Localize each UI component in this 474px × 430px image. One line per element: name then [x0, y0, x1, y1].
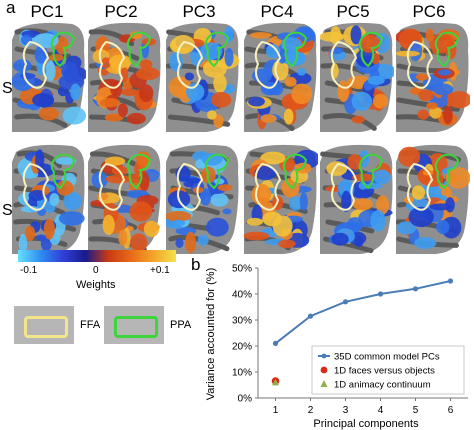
pc2-label: PC2	[104, 2, 138, 21]
pc-variance-point	[342, 299, 349, 305]
pc-variance-line	[274, 280, 451, 345]
y-tick-label: 30%	[232, 316, 252, 327]
animacy-continuum-point	[272, 378, 279, 386]
chart-legend-box	[311, 345, 465, 395]
pc-variance-point	[272, 340, 279, 346]
variance-line-chart: Variance accounted for (%) Principal com…	[205, 264, 468, 430]
brain-map-s2-pc3	[163, 142, 240, 254]
x-tick-label: 2	[308, 405, 314, 416]
brain-map-s2-pc4	[243, 142, 320, 254]
ffa-label: FFA	[80, 319, 101, 331]
brain-map-s1-pc6	[395, 20, 472, 132]
pc1-label: PC1	[30, 2, 64, 21]
x-tick-label: 3	[343, 405, 349, 416]
x-tick-label: 1	[273, 405, 279, 416]
ffa-swatch	[14, 306, 74, 344]
y-tick-label: 50%	[232, 264, 252, 275]
pc-variance-point	[412, 286, 419, 292]
brain-map-s2-pc5	[320, 142, 394, 254]
ppa-label: PPA	[170, 319, 192, 331]
legend-entry-label: 1D faces versus objects	[334, 366, 435, 377]
colorbar-gradient	[18, 250, 176, 262]
x-axis-label: Principal components	[313, 418, 419, 430]
brain-map-s1-pc2	[88, 20, 162, 132]
brain-map-s1-pc4	[244, 20, 318, 132]
pc4-label: PC4	[260, 2, 294, 21]
y-tick-label: 40%	[232, 290, 252, 301]
ffa-outline-icon	[24, 316, 68, 338]
colorbar-tick-max: +0.1	[150, 265, 170, 276]
brain-map-s1-pc3	[165, 20, 240, 132]
pc-variance-point	[377, 291, 384, 297]
pc-variance-point	[447, 278, 454, 284]
legend-animacy-marker	[320, 380, 328, 387]
y-tick-label: 10%	[232, 368, 252, 379]
panel-b-letter: b	[191, 255, 201, 274]
legend-entry-label: 1D animacy continuum	[334, 380, 431, 391]
pc3-label: PC3	[182, 2, 216, 21]
colorbar-tick-zero: 0	[93, 265, 99, 276]
legend-entry-label: 35D common model PCs	[334, 352, 440, 363]
colorbar-tick-min: -0.1	[20, 265, 38, 276]
brain-map-s2-pc6	[395, 142, 471, 254]
pc5-label: PC5	[336, 2, 370, 21]
y-tick-label: 0%	[238, 394, 253, 405]
ppa-outline-icon	[114, 316, 158, 338]
pc-variance-point	[307, 313, 314, 319]
brain-map-s2-pc1	[12, 142, 86, 254]
x-tick-label: 4	[378, 405, 384, 416]
x-tick-label: 6	[448, 405, 454, 416]
legend-faces-marker	[320, 366, 328, 374]
x-tick-label: 5	[413, 405, 419, 416]
colorbar-label: Weights	[76, 279, 116, 291]
brain-map-s2-pc2	[88, 142, 162, 254]
brain-map-s1-pc5	[319, 20, 397, 132]
y-tick-label: 20%	[232, 342, 252, 353]
legend-line-marker	[321, 353, 327, 359]
brain-map-s1-pc1	[11, 20, 88, 132]
ppa-swatch	[104, 306, 164, 344]
panel-a-letter: a	[6, 0, 16, 17]
pc6-label: PC6	[412, 2, 446, 21]
y-axis-label: Variance accounted for (%)	[205, 268, 217, 400]
